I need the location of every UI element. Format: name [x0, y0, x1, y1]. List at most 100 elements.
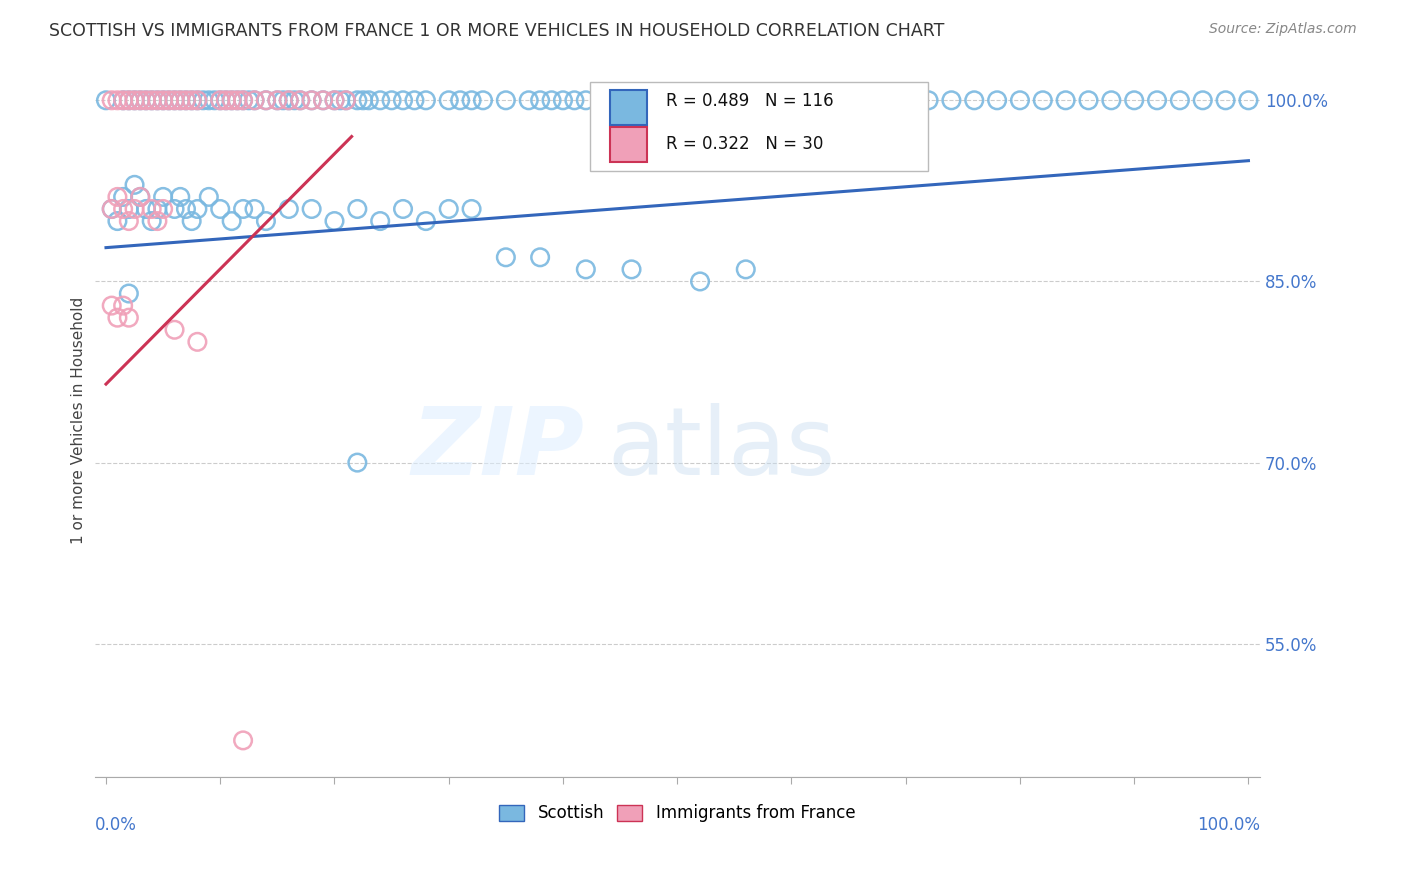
Point [135, 93, 157, 107]
Point [392, 202, 415, 216]
FancyBboxPatch shape [610, 90, 647, 125]
Point [368, 214, 391, 228]
Point [381, 93, 404, 107]
Point [180, 93, 202, 107]
Point [290, 93, 312, 107]
Point [163, 202, 186, 216]
Point [141, 93, 163, 107]
Point [232, 93, 254, 107]
Point [312, 93, 335, 107]
Point [1123, 93, 1146, 107]
Point [243, 93, 266, 107]
Point [872, 93, 894, 107]
Point [254, 214, 277, 228]
Point [1215, 93, 1237, 107]
Point [643, 93, 665, 107]
Point [312, 93, 335, 107]
Point [112, 190, 135, 204]
Y-axis label: 1 or more Vehicles in Household: 1 or more Vehicles in Household [72, 297, 86, 544]
Point [124, 202, 146, 216]
Point [232, 202, 254, 216]
Point [780, 93, 803, 107]
Point [209, 202, 232, 216]
Point [517, 93, 540, 107]
Point [100, 93, 122, 107]
Point [894, 93, 917, 107]
Point [215, 93, 238, 107]
Point [107, 190, 129, 204]
Point [100, 299, 122, 313]
FancyBboxPatch shape [610, 128, 647, 161]
Point [1077, 93, 1099, 107]
Point [540, 93, 562, 107]
Point [152, 93, 174, 107]
Point [180, 214, 202, 228]
Point [803, 93, 825, 107]
Point [415, 214, 437, 228]
Point [112, 93, 135, 107]
Point [392, 93, 415, 107]
Point [734, 93, 756, 107]
Point [118, 93, 141, 107]
Legend: Scottish, Immigrants from France: Scottish, Immigrants from France [492, 797, 862, 829]
Point [100, 202, 122, 216]
Point [437, 93, 460, 107]
Point [129, 93, 152, 107]
Point [232, 93, 254, 107]
Point [346, 202, 368, 216]
Point [689, 93, 711, 107]
Point [174, 93, 197, 107]
Point [404, 93, 426, 107]
Point [186, 334, 208, 349]
Point [226, 93, 249, 107]
Point [124, 93, 146, 107]
Point [146, 93, 169, 107]
Point [323, 93, 346, 107]
Text: 100.0%: 100.0% [1197, 816, 1260, 834]
Point [460, 93, 482, 107]
Point [191, 93, 214, 107]
Point [129, 190, 152, 204]
Text: Source: ZipAtlas.com: Source: ZipAtlas.com [1209, 22, 1357, 37]
Point [437, 202, 460, 216]
Point [849, 93, 872, 107]
Point [157, 93, 180, 107]
Point [620, 93, 643, 107]
Text: ZIP: ZIP [411, 403, 583, 495]
Point [221, 93, 243, 107]
Point [734, 262, 756, 277]
Point [243, 202, 266, 216]
Point [209, 93, 232, 107]
Point [118, 93, 141, 107]
Point [141, 202, 163, 216]
Point [472, 93, 495, 107]
Point [215, 93, 238, 107]
Point [460, 202, 482, 216]
Point [329, 93, 352, 107]
Point [169, 93, 191, 107]
Point [198, 93, 221, 107]
Point [141, 214, 163, 228]
Point [283, 93, 305, 107]
Point [118, 310, 141, 325]
Point [368, 93, 391, 107]
Point [94, 93, 117, 107]
Point [963, 93, 986, 107]
Point [575, 262, 598, 277]
Point [221, 214, 243, 228]
Point [564, 93, 586, 107]
Text: SCOTTISH VS IMMIGRANTS FROM FRANCE 1 OR MORE VEHICLES IN HOUSEHOLD CORRELATION C: SCOTTISH VS IMMIGRANTS FROM FRANCE 1 OR … [49, 22, 945, 40]
Point [1191, 93, 1213, 107]
Point [141, 93, 163, 107]
Point [232, 733, 254, 747]
Point [100, 202, 122, 216]
Point [689, 275, 711, 289]
Point [152, 190, 174, 204]
Point [135, 93, 157, 107]
Point [1008, 93, 1031, 107]
Point [135, 202, 157, 216]
Point [254, 93, 277, 107]
Point [1146, 93, 1168, 107]
Point [112, 202, 135, 216]
Point [301, 202, 323, 216]
